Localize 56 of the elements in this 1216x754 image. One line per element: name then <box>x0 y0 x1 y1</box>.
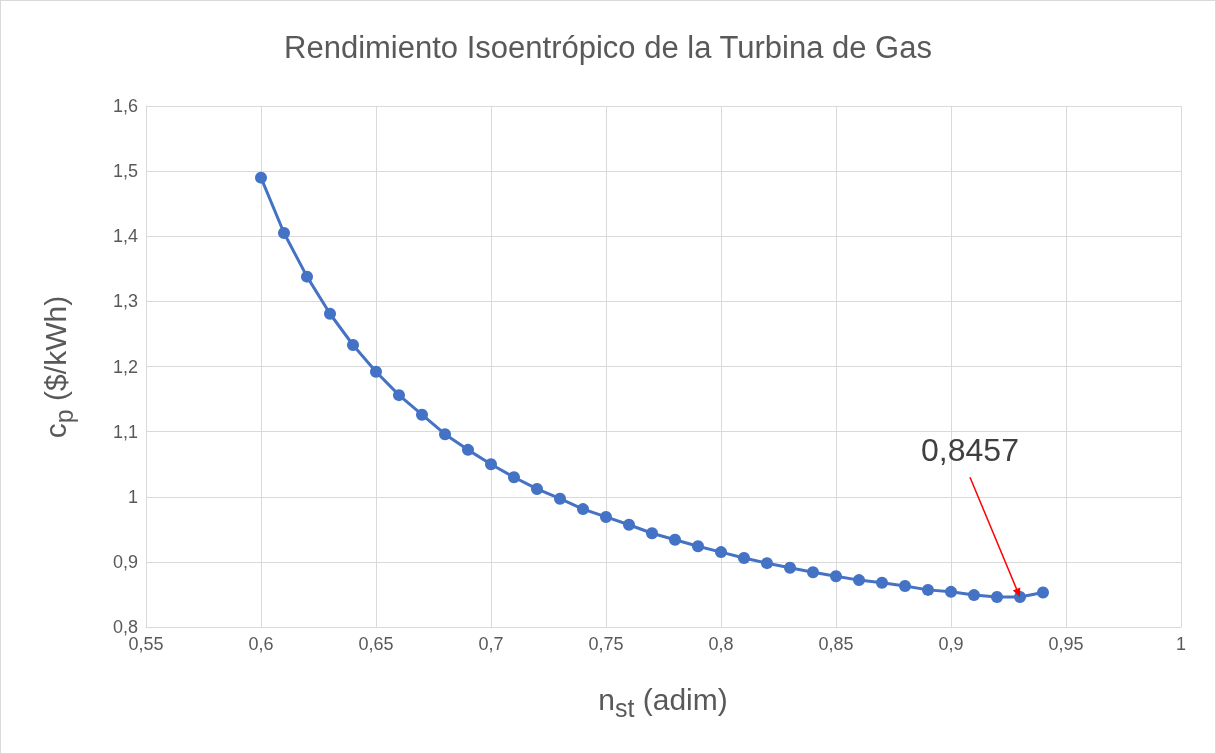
point <box>876 576 888 589</box>
point <box>554 492 566 505</box>
point <box>255 171 267 184</box>
point <box>508 471 520 484</box>
annotation: 0,8457 <box>921 432 1019 470</box>
point <box>646 527 658 540</box>
point <box>416 408 428 421</box>
point <box>393 389 405 402</box>
point <box>1037 586 1049 599</box>
y-tick-label: 0,9 <box>112 551 138 572</box>
y-tick-label: 1,4 <box>112 226 138 247</box>
point <box>485 458 497 471</box>
point <box>968 589 980 602</box>
point <box>623 518 635 531</box>
point <box>531 482 543 495</box>
point <box>301 270 313 283</box>
y-tick-label: 1,2 <box>112 356 138 377</box>
point <box>715 546 727 559</box>
point <box>692 540 704 553</box>
x-tick-label: 1 <box>1175 634 1187 654</box>
point <box>899 579 911 592</box>
x-tick-label: 0,7 <box>478 634 504 654</box>
point <box>761 557 773 570</box>
x-tick-label: 0,8 <box>708 634 734 654</box>
x-tick-label: 0,75 <box>588 634 624 654</box>
y-tick-label: 1,1 <box>112 421 138 442</box>
x-tick-label: 0,85 <box>818 634 854 654</box>
point <box>784 561 796 574</box>
point <box>347 339 359 352</box>
y-tick-label: 1,5 <box>112 161 138 182</box>
y-tick-label: 0,8 <box>112 617 138 637</box>
x-tick-label: 0,6 <box>248 634 274 654</box>
point <box>830 570 842 583</box>
y-tick-label: 1 <box>127 486 138 507</box>
chart-title: Rendimiento Isoentrópico de la Turbina de Gas <box>284 30 932 65</box>
point <box>600 510 612 523</box>
point <box>577 503 589 516</box>
y-tick-label: 1,3 <box>112 291 138 312</box>
point <box>669 533 681 546</box>
point <box>738 551 750 564</box>
point <box>945 585 957 598</box>
point <box>991 591 1003 604</box>
point <box>370 365 382 378</box>
x-axis-title: n$_{st}$ (adim) <box>598 683 728 723</box>
x-tick-label: 0,55 <box>128 634 164 654</box>
point <box>462 443 474 456</box>
point <box>278 227 290 239</box>
point <box>324 307 336 320</box>
point <box>922 583 934 596</box>
point <box>807 566 819 579</box>
x-tick-label: 0,65 <box>358 634 394 654</box>
y-tick-label: 1,6 <box>112 96 138 116</box>
x-tick-label: 0,95 <box>1048 634 1084 654</box>
point <box>439 428 451 441</box>
point <box>853 574 865 587</box>
x-tick-label: 0,9 <box>938 634 964 654</box>
